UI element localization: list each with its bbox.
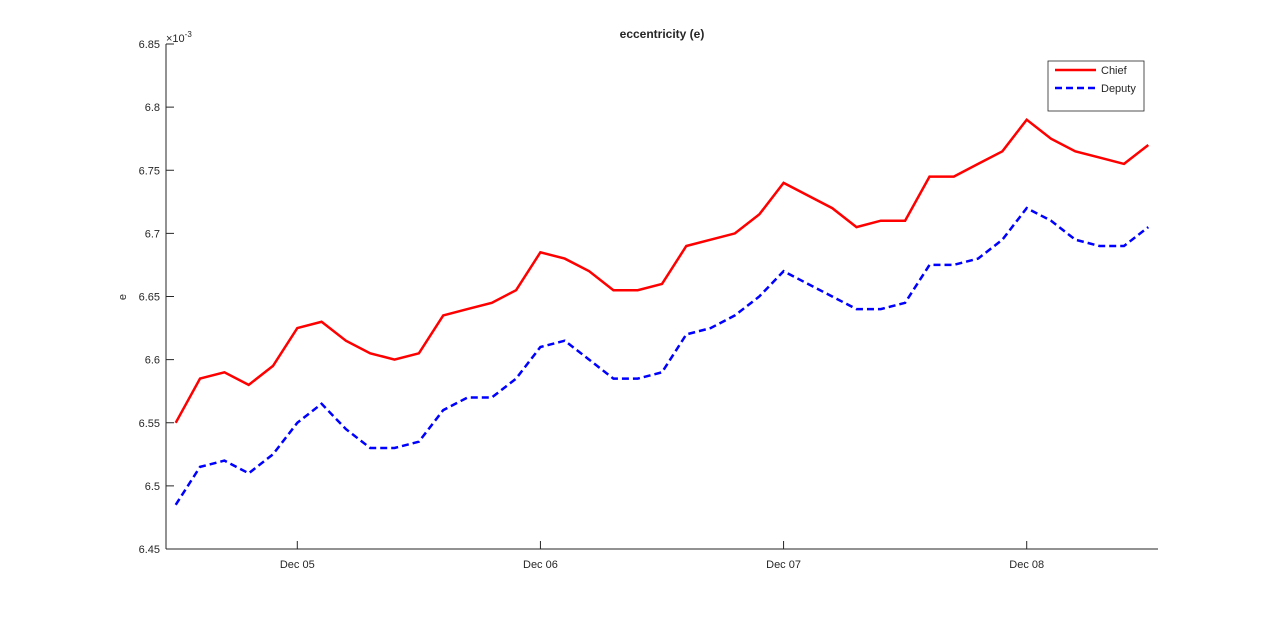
x-tick-label: Dec 06 [523, 559, 558, 571]
y-tick-label: 6.7 [145, 228, 160, 240]
y-tick-label: 6.85 [139, 39, 160, 51]
y-tick-label: 6.8 [145, 102, 160, 114]
legend-label: Deputy [1101, 83, 1136, 95]
multiplier-base: ×10 [166, 33, 185, 45]
y-tick-label: 6.45 [139, 544, 160, 556]
y-axis-label: e [117, 294, 129, 300]
chart-title: eccentricity (e) [620, 27, 705, 41]
y-tick-label: 6.5 [145, 481, 160, 493]
y-tick-label: 6.6 [145, 355, 160, 367]
multiplier-exponent: -3 [185, 30, 193, 39]
x-tick-label: Dec 07 [766, 559, 801, 571]
x-tick-label: Dec 05 [280, 559, 315, 571]
y-tick-label: 6.75 [139, 165, 160, 177]
y-tick-label: 6.65 [139, 292, 160, 304]
y-multiplier: ×10-3 [166, 30, 192, 45]
legend-label: Chief [1101, 65, 1128, 77]
y-tick-label: 6.55 [139, 418, 160, 430]
series-line [174, 117, 1150, 424]
series-line [174, 206, 1150, 506]
x-tick-label: Dec 08 [1009, 559, 1044, 571]
